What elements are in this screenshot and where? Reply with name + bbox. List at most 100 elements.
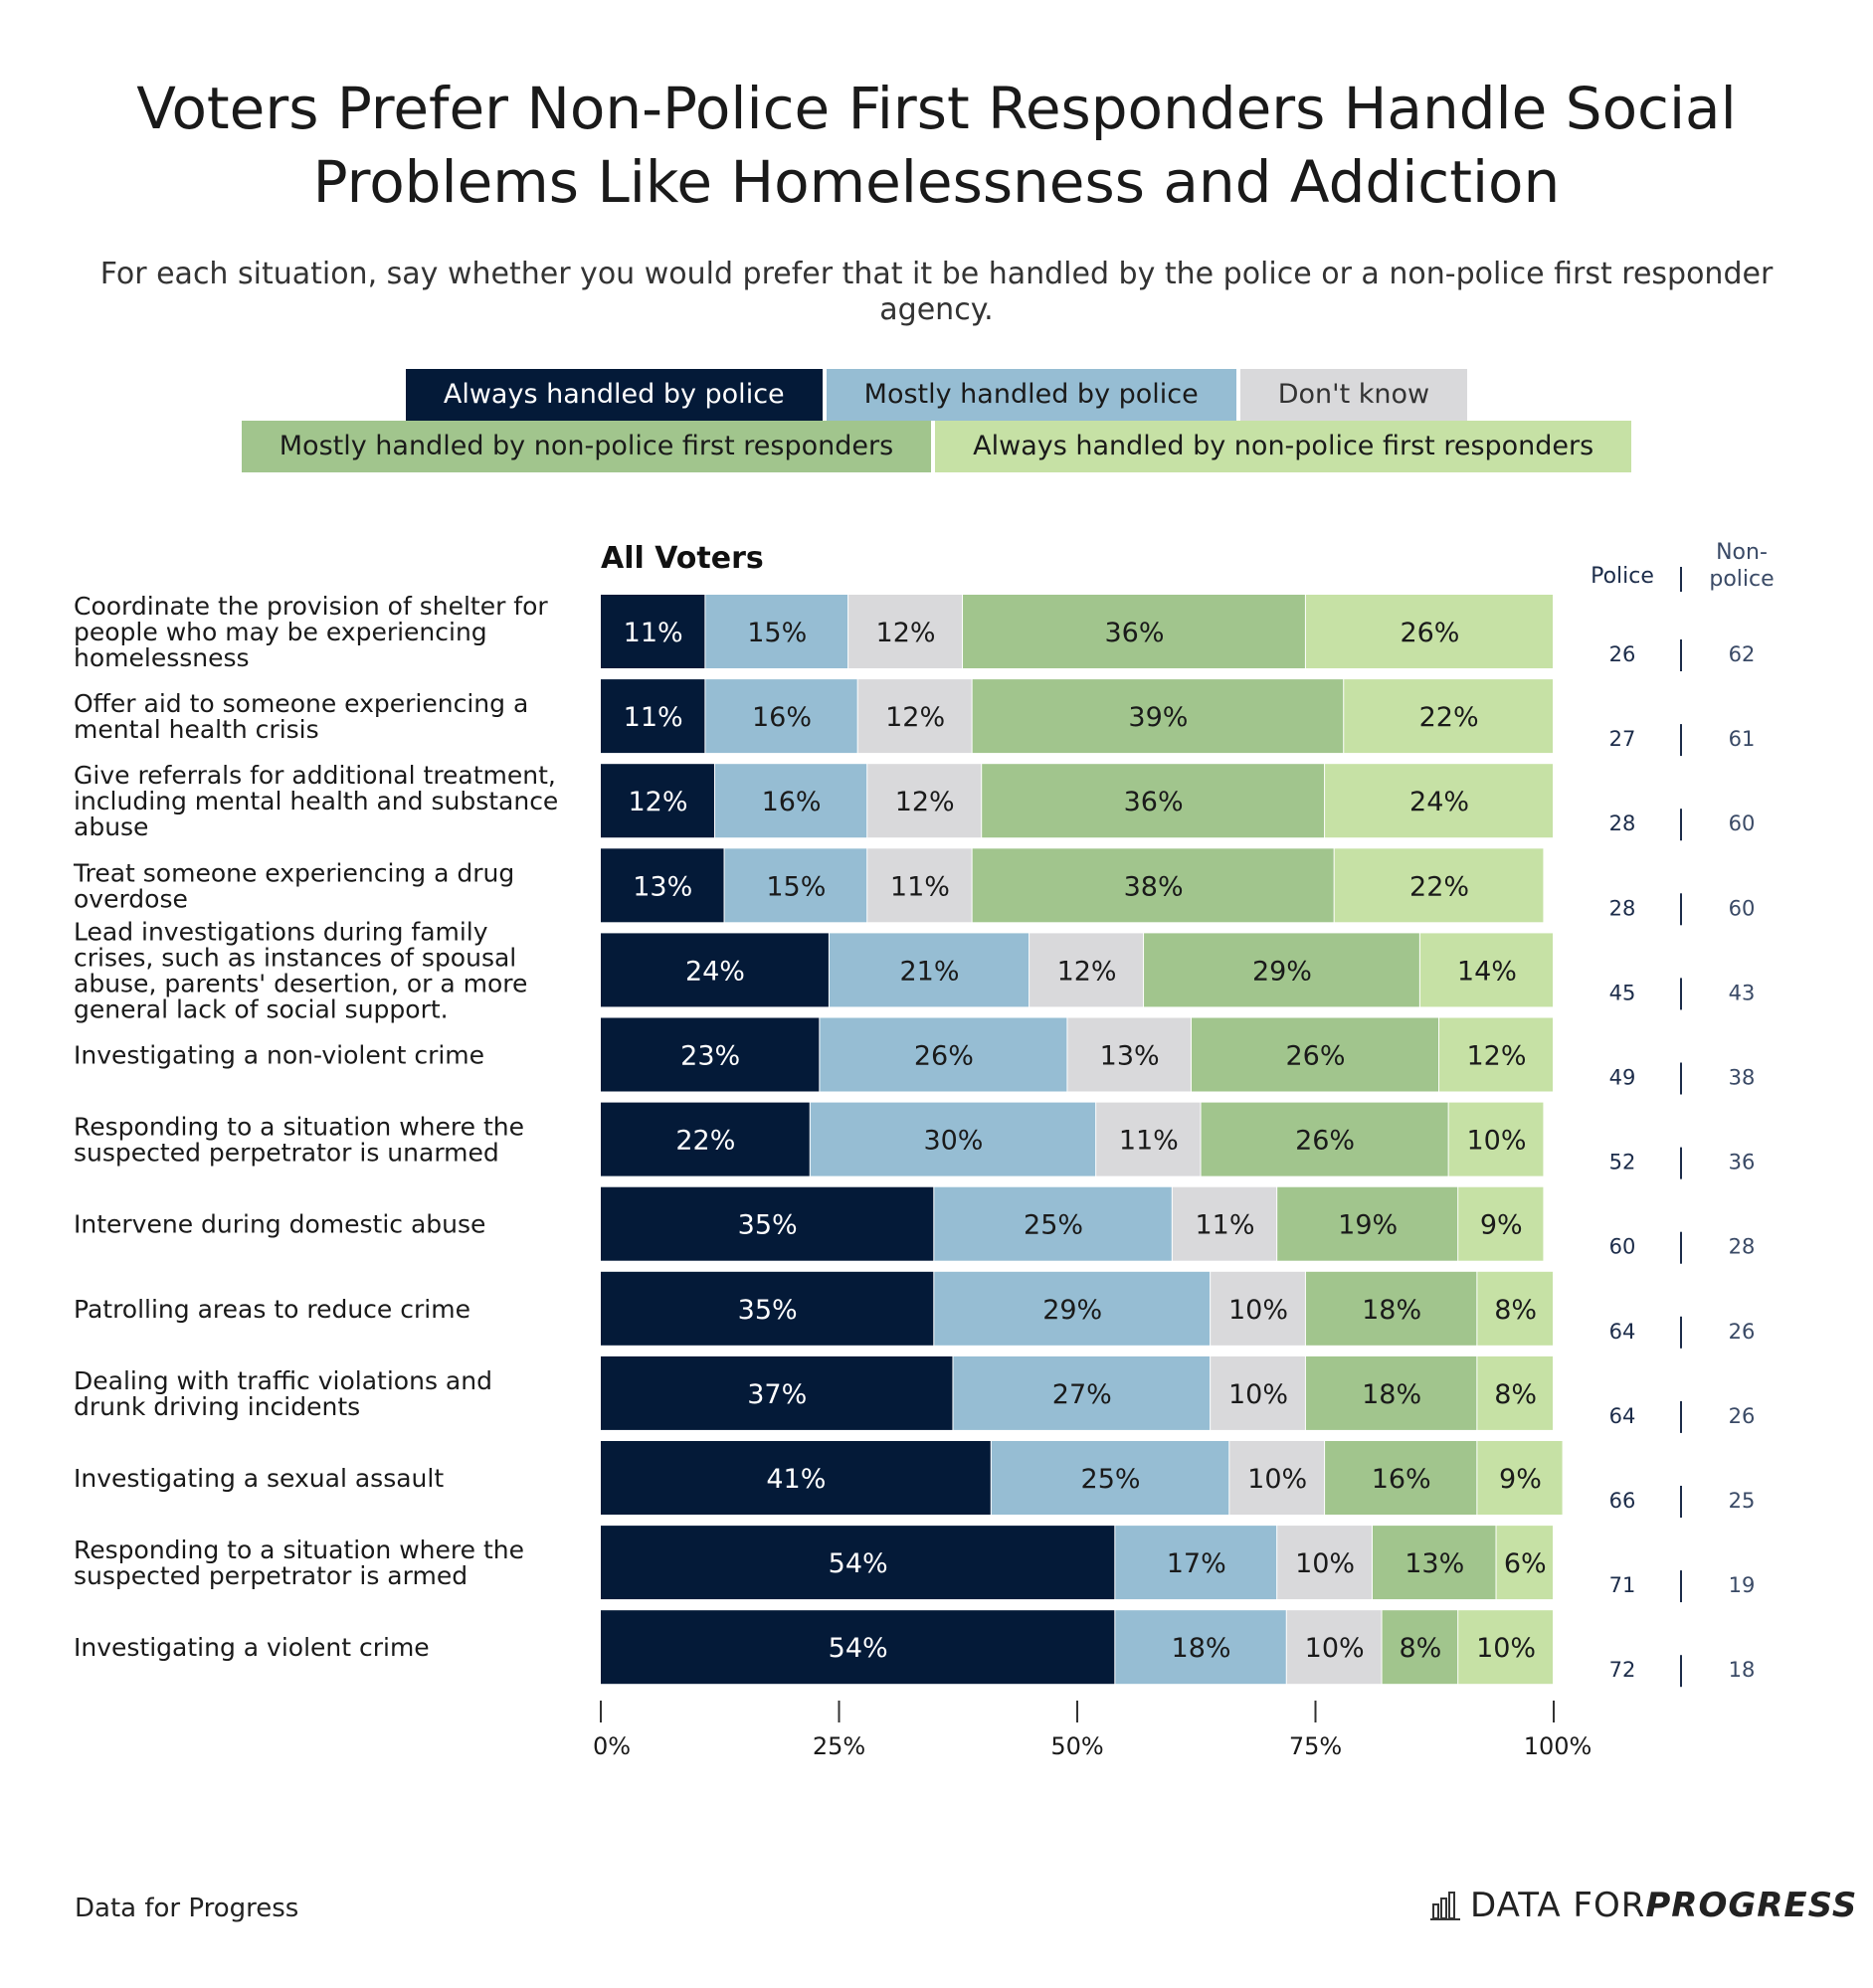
data-label-6-3: 26%: [1295, 1126, 1355, 1157]
bar-segment-7-0: [601, 1186, 934, 1261]
data-label-0-0: 11%: [624, 618, 683, 648]
data-label-9-1: 27%: [1052, 1379, 1112, 1410]
net-nonpolice-value-3: 60: [1729, 896, 1756, 920]
category-label-6-line-0: Responding to a situation where the: [74, 1113, 524, 1142]
bar-segment-5-3: [1191, 1017, 1439, 1092]
bar-segment-5-4: [1439, 1017, 1553, 1092]
net-header-nonpolice: Non- police: [1697, 539, 1786, 593]
net-police-value-1: 27: [1609, 727, 1636, 751]
data-label-3-2: 11%: [890, 871, 950, 902]
data-label-10-3: 16%: [1372, 1464, 1431, 1495]
bar-segment-9-1: [953, 1355, 1211, 1430]
data-label-0-1: 15%: [747, 618, 807, 648]
data-label-3-3: 38%: [1124, 871, 1184, 902]
bar-segment-12-2: [1286, 1610, 1382, 1685]
net-nonpolice-value-11: 19: [1729, 1573, 1756, 1597]
legend-row-2: Mostly handled by non-police first respo…: [0, 421, 1873, 472]
data-label-4-3: 29%: [1252, 956, 1312, 987]
legend-mostly-police: Mostly handled by police: [826, 369, 1236, 421]
data-label-10-4: 9%: [1499, 1464, 1542, 1495]
legend-dont-know: Don't know: [1239, 369, 1468, 421]
bar-segment-4-1: [829, 933, 1030, 1007]
net-nonpolice-value-9: 26: [1729, 1404, 1756, 1428]
data-label-5-3: 26%: [1285, 1041, 1345, 1072]
net-nonpolice-value-5: 38: [1729, 1066, 1756, 1090]
net-nonpolice-value-7: 28: [1729, 1235, 1756, 1259]
data-label-9-4: 8%: [1494, 1379, 1537, 1410]
bar-segment-1-0: [601, 679, 705, 754]
data-label-6-4: 10%: [1467, 1126, 1527, 1157]
bar-segment-3-3: [972, 848, 1334, 923]
category-label-6-line-1: suspected perpetrator is unarmed: [74, 1139, 499, 1168]
bar-segment-11-1: [1115, 1526, 1277, 1600]
data-label-3-1: 15%: [766, 871, 826, 902]
bar-segment-12-3: [1382, 1610, 1458, 1685]
panel-title: All Voters: [601, 541, 764, 576]
net-police-value-11: 71: [1609, 1573, 1636, 1597]
legend-row-1: Always handled by police Mostly handled …: [0, 369, 1873, 421]
bar-chart-logo-icon: [1430, 1892, 1460, 1920]
net-police-value-9: 64: [1609, 1404, 1636, 1428]
data-label-2-0: 12%: [628, 787, 687, 817]
chart-title-line-2: Problems Like Homelessness and Addiction: [312, 148, 1561, 216]
bar-segment-10-3: [1325, 1441, 1477, 1515]
data-label-1-4: 22%: [1419, 702, 1479, 733]
chart-subtitle: For each situation, say whether you woul…: [99, 257, 1774, 327]
category-label-0-line-2: homelessness: [74, 643, 250, 672]
x-tick-label-3: 75%: [1289, 1732, 1342, 1760]
category-label-10-line-0: Investigating a sexual assault: [74, 1464, 444, 1493]
data-label-7-3: 19%: [1338, 1210, 1398, 1241]
bar-segment-10-1: [991, 1441, 1229, 1515]
bar-segment-4-3: [1144, 933, 1419, 1007]
net-police-value-6: 52: [1609, 1151, 1636, 1175]
bar-segment-9-2: [1211, 1355, 1305, 1430]
data-label-1-3: 39%: [1128, 702, 1188, 733]
bar-segment-7-4: [1458, 1186, 1544, 1261]
data-label-11-1: 17%: [1167, 1548, 1226, 1579]
data-label-5-0: 23%: [680, 1041, 740, 1072]
bar-segment-8-3: [1305, 1271, 1477, 1346]
data-label-8-1: 29%: [1042, 1295, 1102, 1326]
net-nonpolice-value-12: 18: [1729, 1658, 1756, 1682]
data-label-12-4: 10%: [1476, 1633, 1536, 1664]
bar-segment-9-3: [1305, 1355, 1477, 1430]
net-header-nonpolice-line-1: Non-: [1716, 540, 1768, 565]
data-label-10-2: 10%: [1247, 1464, 1307, 1495]
category-label-4-line-2: abuse, parents' desertion, or a more: [74, 969, 527, 997]
bar-segment-1-1: [705, 679, 857, 754]
net-header-nonpolice-line-2: police: [1709, 567, 1775, 592]
data-label-11-3: 13%: [1405, 1548, 1464, 1579]
bar-segment-0-0: [601, 595, 705, 668]
net-police-value-12: 72: [1609, 1658, 1636, 1682]
net-nonpolice-value-6: 36: [1729, 1151, 1756, 1175]
bar-segment-3-4: [1334, 848, 1544, 923]
net-police-value-10: 66: [1609, 1489, 1636, 1513]
net-police-value-2: 28: [1609, 812, 1636, 835]
bar-segment-6-3: [1201, 1102, 1448, 1176]
chart-title: Voters Prefer Non-Police First Responder…: [0, 72, 1873, 219]
data-label-4-2: 12%: [1057, 956, 1117, 987]
bar-segment-0-2: [848, 595, 963, 668]
category-label-9-line-0: Dealing with traffic violations and: [74, 1366, 492, 1395]
data-label-0-2: 12%: [876, 618, 936, 648]
bar-segment-11-0: [601, 1526, 1115, 1600]
x-tick-label-1: 25%: [813, 1732, 865, 1760]
bar-segment-10-0: [601, 1441, 991, 1515]
x-tick-label-4: 100%: [1524, 1732, 1592, 1760]
brand-logo: DATA FOR PROGRESS: [1430, 1886, 1857, 1925]
bar-segment-2-4: [1325, 764, 1553, 838]
net-police-value-3: 28: [1609, 896, 1636, 920]
net-police-value-7: 60: [1609, 1235, 1636, 1259]
category-label-1-line-1: mental health crisis: [74, 715, 319, 744]
x-tick-label-0: 0%: [593, 1732, 631, 1760]
data-label-11-2: 10%: [1295, 1548, 1355, 1579]
net-police-value-5: 49: [1609, 1066, 1636, 1090]
chart-title-line-1: Voters Prefer Non-Police First Responder…: [136, 75, 1737, 142]
bar-segment-1-4: [1344, 679, 1553, 754]
data-label-10-1: 25%: [1081, 1464, 1141, 1495]
data-label-9-0: 37%: [747, 1379, 807, 1410]
bar-segment-10-2: [1229, 1441, 1325, 1515]
net-police-value-8: 64: [1609, 1320, 1636, 1344]
category-label-12-line-0: Investigating a violent crime: [74, 1633, 430, 1662]
bar-segment-8-1: [934, 1271, 1211, 1346]
